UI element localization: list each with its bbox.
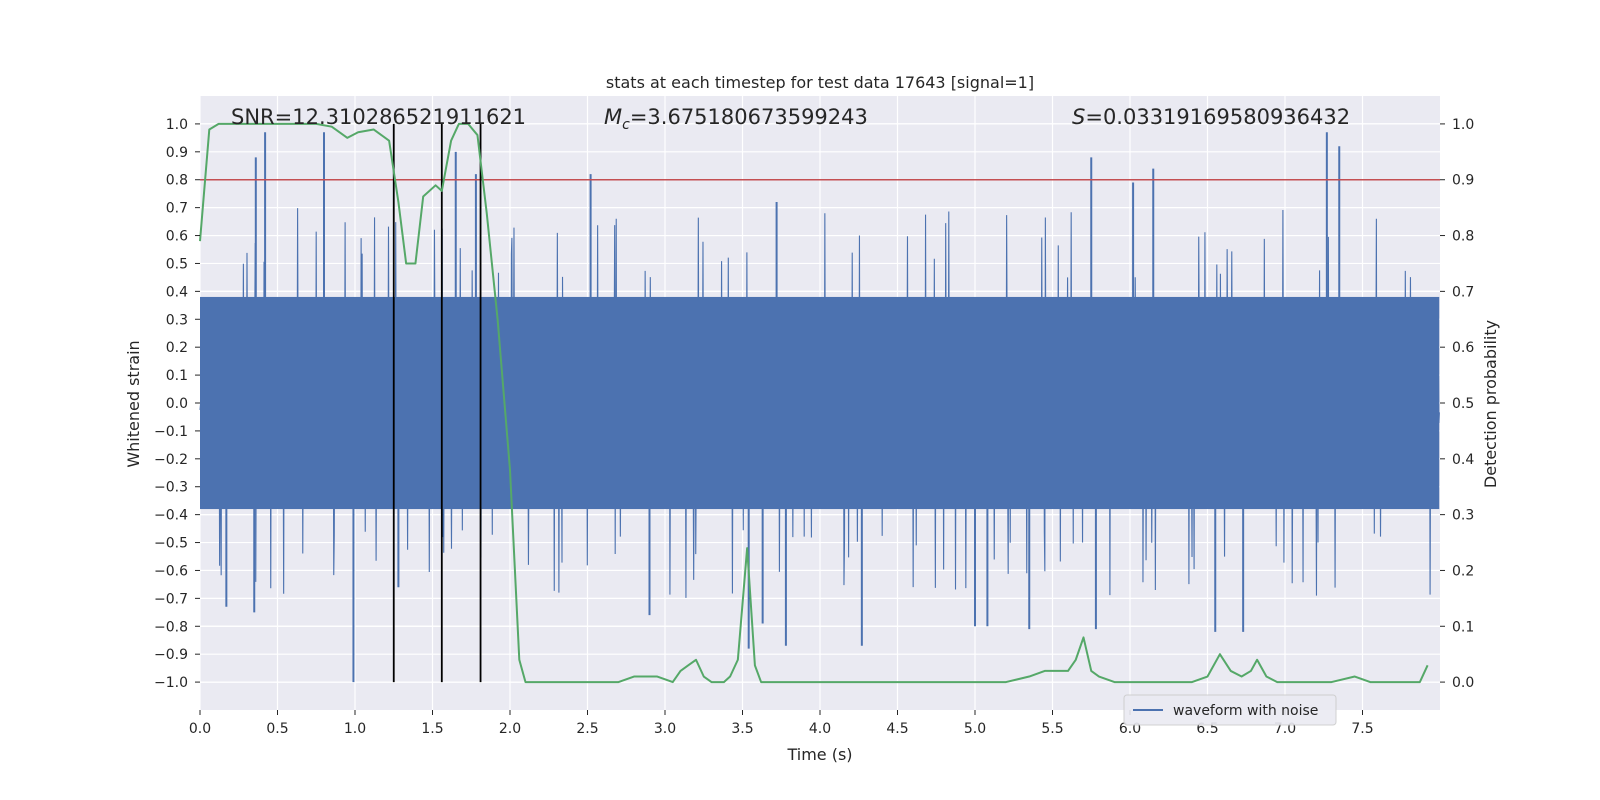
legend: waveform with noise [1123,694,1337,726]
x-tick-label: 5.0 [964,721,986,737]
y-right-tick-label: 0.5 [1452,396,1474,412]
y-right-tick-label: 0.7 [1452,284,1474,300]
chirp-mass-subscript: c [622,117,630,133]
y-tick-label: 0.6 [166,229,188,245]
y-tick-label: −0.4 [154,508,188,524]
y-tick-label: 1.0 [166,117,188,133]
x-tick-label: 2.5 [576,721,598,737]
y-right-tick-label: 1.0 [1452,117,1474,133]
y-tick-label: −0.3 [154,480,188,496]
y-right-tick-label: 0.0 [1452,675,1474,691]
probability-series [199,122,1429,684]
y-right-tick-label: 0.8 [1452,229,1474,245]
x-tick-label: 2.0 [499,721,521,737]
legend-box [1123,694,1337,726]
x-tick-label: 4.5 [886,721,908,737]
y-tick-label: −0.2 [154,452,188,468]
y-tick-label: 0.4 [166,284,188,300]
y-right-tick-label: 0.9 [1452,173,1474,189]
chirp-mass-annotation: Mc=3.675180673599243 [604,105,868,133]
y-right-tick-label: 0.1 [1452,619,1474,635]
x-tick-label: 4.0 [809,721,831,737]
y-right-tick-label: 0.2 [1452,563,1474,579]
probability-line [199,122,1429,684]
x-tick-label: 5.5 [1041,721,1063,737]
waveform-core-band [200,296,1440,510]
y-axis-label: Whitened strain [124,340,143,467]
x-tick-label: 3.5 [731,721,753,737]
x-tick-label: 0.0 [189,721,211,737]
chart-title: stats at each timestep for test data 176… [606,73,1034,92]
legend-label-waveform: waveform with noise [1173,703,1318,719]
y-tick-label: −0.1 [154,424,188,440]
chirp-mass-symbol: M [604,105,622,129]
y-tick-label: −0.5 [154,536,188,552]
x-tick-label: 1.0 [344,721,366,737]
x-tick-label: 0.5 [266,721,288,737]
chirp-mass-value: =3.675180673599243 [630,105,868,129]
y-tick-label: −0.7 [154,591,188,607]
y-tick-label: 0.3 [166,312,188,328]
y-tick-label: 0.9 [166,145,188,161]
y-tick-label: 0.2 [166,340,188,356]
x-tick-label: 1.5 [421,721,443,737]
x-tick-label: 3.0 [654,721,676,737]
x-tick-label: 7.5 [1351,721,1373,737]
y-right-tick-label: 0.4 [1452,452,1474,468]
y-tick-label: 0.8 [166,173,188,189]
overlay-lines [200,123,1440,683]
y-tick-label: 0.1 [166,368,188,384]
y-right-tick-label: 0.3 [1452,508,1474,524]
y-tick-label: 0.5 [166,256,188,272]
waveform-series [199,132,1440,683]
s-symbol: S [1072,105,1085,129]
snr-annotation: SNR=12.310286521911621 [231,105,526,129]
y-right-tick-label: 0.6 [1452,340,1474,356]
y-tick-label: 0.7 [166,201,188,217]
axis-ticks: 0.0 0.5 1.0 1.5 2.0 2.5 3.0 3.5 4.0 4.5 5.0 5.5 6.0 6… [154,117,1474,737]
y-tick-label: 0.0 [166,396,188,412]
y-tick-label: −0.8 [154,619,188,635]
y-tick-label: −0.6 [154,563,188,579]
s-value: =0.03319169580936432 [1085,105,1350,129]
y-tick-label: −0.9 [154,647,188,663]
s-annotation: S=0.03319169580936432 [1072,105,1350,129]
x-axis-label: Time (s) [786,745,852,764]
y-axis-right-label: Detection probability [1481,320,1500,488]
y-tick-label: −1.0 [154,675,188,691]
